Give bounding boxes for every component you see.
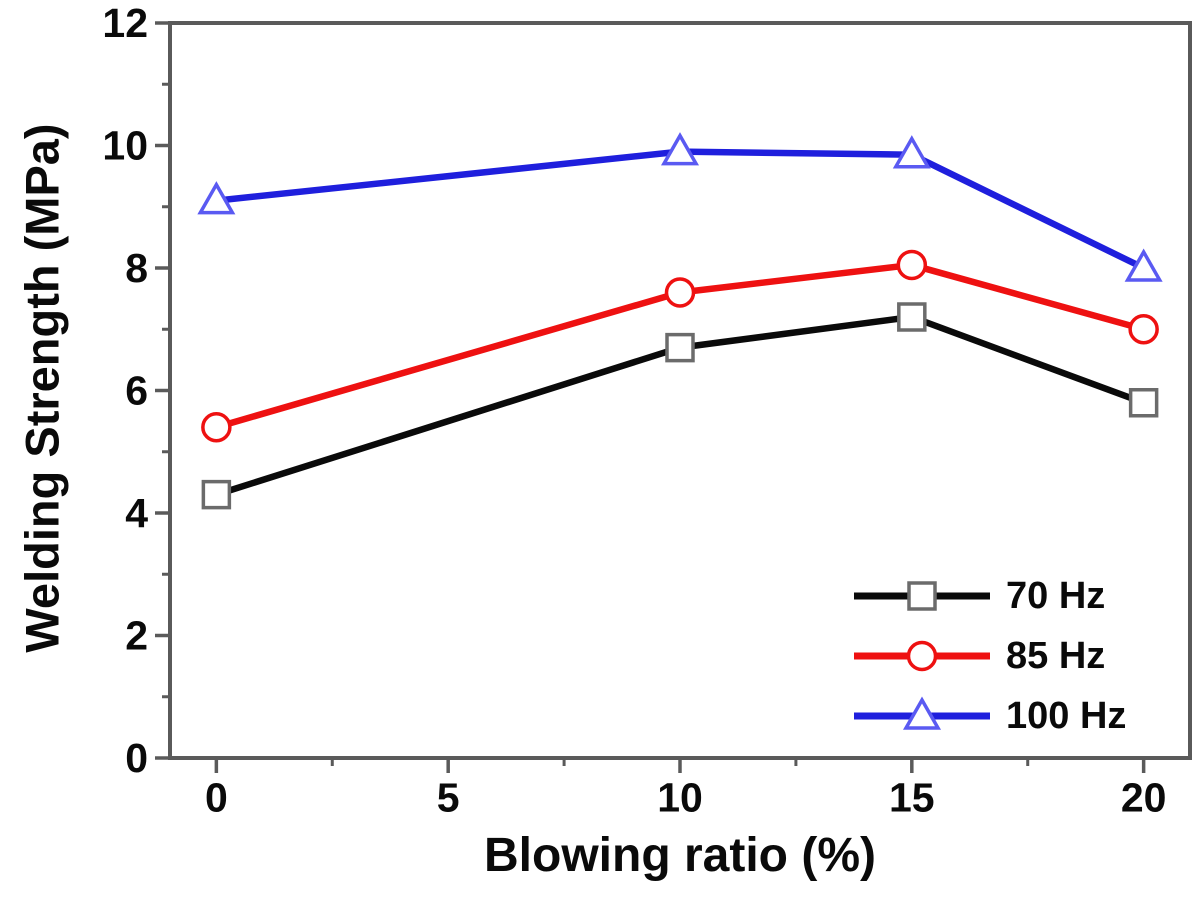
y-tick-label: 0 — [125, 735, 148, 781]
y-tick-label: 6 — [125, 368, 148, 414]
legend-line-circle-icon — [854, 640, 990, 672]
square-marker — [201, 479, 232, 510]
legend-item-70hz: 70 Hz — [852, 566, 1126, 626]
x-tick-label: 20 — [1121, 775, 1167, 821]
series-line-100hz — [216, 148, 1146, 271]
square-marker — [907, 581, 937, 611]
x-tick-label: 5 — [437, 775, 460, 821]
circle-marker — [896, 249, 928, 281]
x-tick-label: 0 — [205, 775, 228, 821]
y-tick-label: 12 — [102, 0, 148, 46]
square-marker — [897, 302, 927, 332]
triangle-marker — [660, 132, 700, 166]
triangle-marker — [902, 696, 942, 730]
triangle-marker — [197, 181, 236, 215]
y-tick-label: 8 — [125, 245, 148, 291]
y-tick-label: 2 — [125, 613, 148, 659]
legend-label-70hz: 70 Hz — [1006, 575, 1106, 617]
y-tick-label: 4 — [125, 490, 148, 536]
legend-item-100hz: 100 Hz — [852, 686, 1126, 746]
x-axis-title: Blowing ratio (%) — [484, 829, 876, 882]
legend-line-triangle-icon — [854, 696, 990, 730]
circle-marker — [201, 412, 232, 443]
x-tick-label: 10 — [657, 775, 703, 821]
y-axis-title: Welding Strength (MPa) — [15, 123, 69, 653]
y-tick-label: 10 — [102, 123, 148, 169]
circle-marker — [906, 640, 938, 672]
x-tick-label: 15 — [889, 775, 935, 821]
square-marker — [665, 332, 695, 363]
triangle-marker — [1124, 248, 1163, 282]
square-marker — [1128, 388, 1159, 418]
legend-label-100hz: 100 Hz — [1006, 695, 1127, 737]
series-line-70hz — [215, 313, 1145, 498]
circle-marker — [1128, 314, 1159, 345]
series-line-85hz — [215, 261, 1145, 431]
circle-marker — [664, 277, 696, 308]
legend-label-85hz: 85 Hz — [1006, 635, 1106, 677]
legend-item-85hz: 85 Hz — [852, 626, 1126, 686]
triangle-marker — [892, 135, 931, 169]
legend: 70 Hz 85 Hz 100 Hz — [852, 566, 1126, 746]
legend-line-square-icon — [854, 581, 990, 611]
